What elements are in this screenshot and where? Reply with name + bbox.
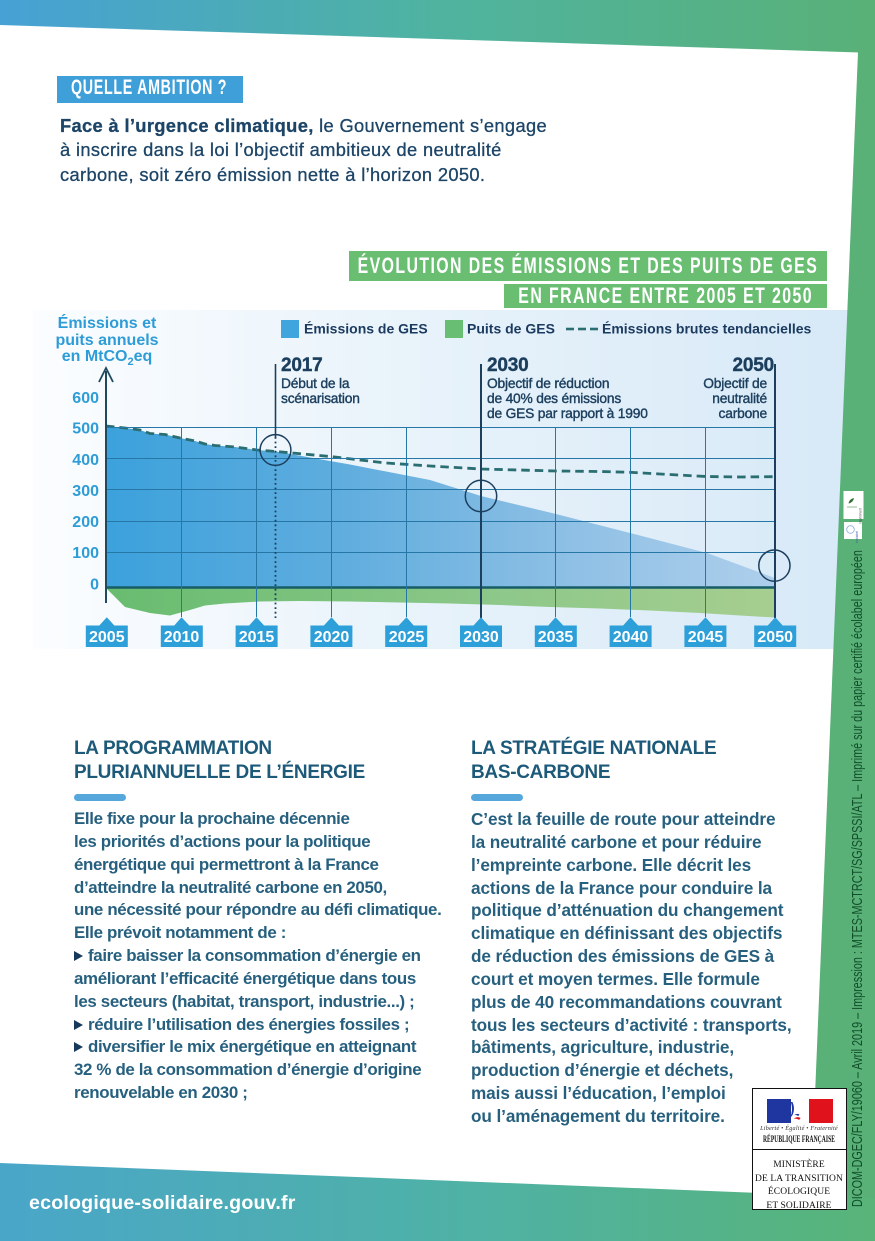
- svg-text:0: 0: [90, 577, 99, 594]
- svg-text:300: 300: [72, 483, 99, 500]
- svg-text:2025: 2025: [389, 629, 425, 646]
- svg-text:2020: 2020: [314, 629, 350, 646]
- svg-text:2015: 2015: [239, 629, 275, 646]
- svg-text:imprim'vert: imprim'vert: [859, 508, 863, 524]
- svg-text:Émissions brutes tendancielles: Émissions brutes tendancielles: [602, 321, 812, 337]
- svg-text:2050: 2050: [757, 629, 793, 646]
- svg-text:2035: 2035: [538, 629, 574, 646]
- svg-text:400: 400: [72, 452, 99, 469]
- svg-text:100: 100: [72, 545, 99, 562]
- svg-text:2005: 2005: [89, 629, 125, 646]
- svg-text:Puits de GES: Puits de GES: [467, 321, 555, 337]
- svg-text:2040: 2040: [613, 629, 649, 646]
- svg-text:2030: 2030: [463, 629, 499, 646]
- svg-text:Émissions de GES: Émissions de GES: [304, 321, 428, 337]
- svg-text:écolabel: écolabel: [855, 531, 859, 543]
- svg-text:2010: 2010: [164, 629, 200, 646]
- svg-text:2045: 2045: [688, 629, 724, 646]
- svg-text:600: 600: [72, 390, 99, 407]
- svg-text:200: 200: [72, 514, 99, 531]
- svg-text:500: 500: [72, 421, 99, 438]
